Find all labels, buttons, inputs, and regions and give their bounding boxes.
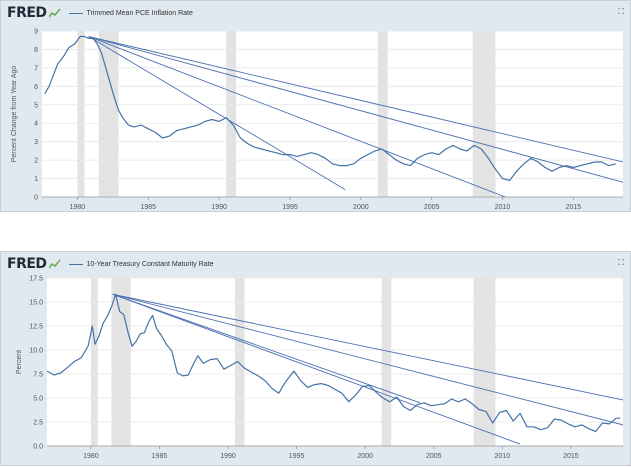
recession-band [381,278,392,446]
y-tick-label: 3 [34,139,38,146]
chart-header: FRED 10-Year Treasury Constant Maturity … [7,256,214,272]
chart-plot-inflation: 0 1 2 3 4 5 6 7 8 9 1980 1985 1990 1995 2000 2005 2010 20… [11,29,623,211]
trend-line [88,36,346,191]
recession-band [473,278,496,446]
y-tick-label: 1 [34,176,38,183]
y-tick-label: 9 [34,29,38,36]
y-tick-label: 2.5 [33,420,43,427]
x-tick-label: 1985 [152,453,168,460]
trend-line [88,36,623,163]
y-tick-label: 4 [34,121,38,128]
fred-logo[interactable]: FRED [7,5,47,21]
x-tick-label: 1990 [220,453,236,460]
trend-line [88,36,623,183]
y-tick-label: 12.5 [29,324,43,331]
chart-title: 10-Year Treasury Constant Maturity Rate [86,260,214,268]
y-tick-label: 6 [34,84,38,91]
y-axis-label: Percent Change from Year Ago [11,66,18,163]
chart-title: Trimmed Mean PCE Inflation Rate [86,9,193,17]
x-tick-label: 1995 [289,453,305,460]
recession-band [98,31,119,197]
y-tick-label: 5.0 [33,396,43,403]
fullscreen-icon[interactable]: ⛶ [618,7,624,16]
x-tick-label: 2015 [563,453,579,460]
chart-panel-inflation: FRED Trimmed Mean PCE Inflation Rate ⛶ 0… [0,0,631,212]
trend-line [112,293,521,445]
recession-band [377,31,388,197]
fred-logo[interactable]: FRED [7,256,47,272]
x-tick-label: 2005 [426,453,442,460]
series-line [47,293,621,433]
y-tick-label: 15.0 [29,300,43,307]
fred-logo-chart-icon [48,259,61,269]
x-tick-label: 2010 [495,204,511,211]
legend-line-swatch [68,12,83,14]
trend-line [112,293,421,404]
recession-band [226,31,237,197]
x-tick-label: 1990 [211,204,227,211]
y-tick-label: 0 [34,195,38,202]
y-tick-label: 5 [34,102,38,109]
trend-line [112,293,623,401]
series-line [44,35,617,181]
recession-band [111,278,131,446]
y-tick-label: 0.0 [33,444,43,451]
x-tick-label: 2000 [353,204,369,211]
x-tick-label: 1995 [282,204,298,211]
chart-panel-treasury: FRED 10-Year Treasury Constant Maturity … [0,251,631,466]
fred-logo-chart-icon [48,8,61,18]
recession-band [77,31,85,197]
fullscreen-icon[interactable]: ⛶ [618,258,624,267]
x-tick-label: 2010 [495,453,511,460]
legend-line-swatch [68,263,83,265]
y-tick-label: 7.5 [33,372,43,379]
plot-area [47,278,623,446]
x-tick-label: 1980 [83,453,99,460]
recession-band [90,278,98,446]
y-axis-label: Percent [16,350,23,374]
y-tick-label: 2 [34,158,38,165]
chart-plot-treasury: 0.0 2.5 5.0 7.5 10.0 12.5 15.0 17.5 1980 1985 1990… [16,276,623,460]
recession-band [234,278,245,446]
trend-line [88,36,506,197]
recession-band [472,31,496,197]
y-tick-label: 8 [34,47,38,54]
x-tick-label: 1985 [140,204,156,211]
chart-header: FRED Trimmed Mean PCE Inflation Rate [7,5,193,21]
x-tick-label: 2015 [566,204,582,211]
y-tick-label: 7 [34,65,38,72]
plot-area [42,31,623,197]
x-tick-label: 1980 [70,204,86,211]
trend-line [112,293,623,426]
y-tick-label: 10.0 [29,348,43,355]
x-tick-label: 2005 [424,204,440,211]
x-tick-label: 2000 [357,453,373,460]
y-tick-label: 17.5 [29,276,43,283]
